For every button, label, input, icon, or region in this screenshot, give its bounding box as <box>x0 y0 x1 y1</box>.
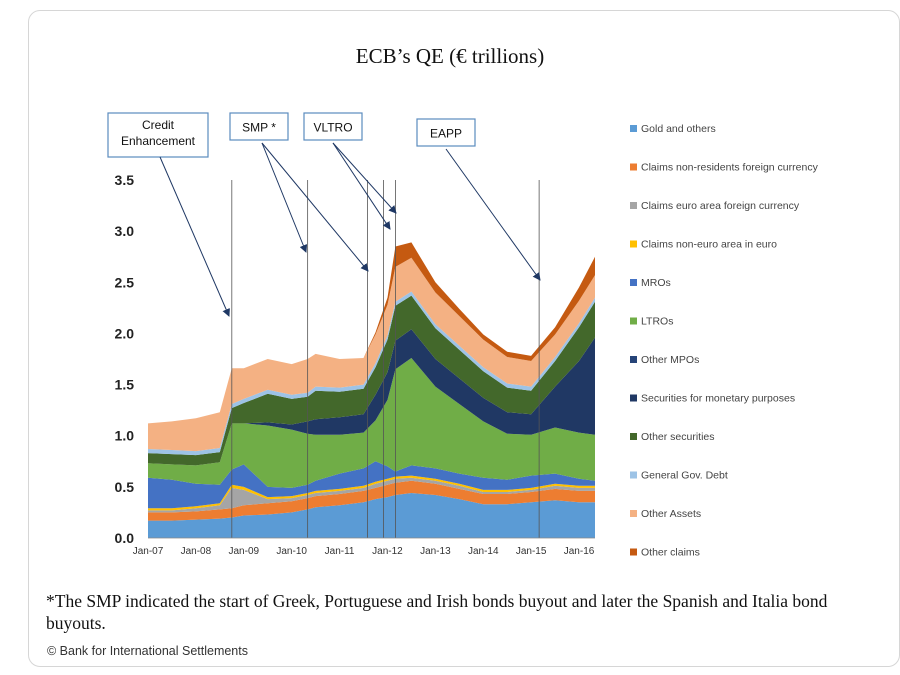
annotation-label: Enhancement <box>121 134 196 148</box>
legend-swatch <box>630 202 637 209</box>
series-area-1 <box>148 480 595 521</box>
legend-label: Other MPOs <box>641 354 699 366</box>
x-tick-label: Jan-16 <box>564 546 595 557</box>
footnote: *The SMP indicated the start of Greek, P… <box>46 591 828 633</box>
legend: Gold and others Claims non-residents fore… <box>630 123 819 559</box>
series-area-10 <box>148 257 595 452</box>
annotations: Credit Enhancement SMP * VLTRO EAPP <box>107 112 541 317</box>
annotation-label: Credit <box>142 118 175 132</box>
annotation-box <box>107 112 209 158</box>
annotation-arrow <box>261 142 369 272</box>
legend-swatch <box>630 317 637 325</box>
x-tick-label: Jan-07 <box>133 546 164 557</box>
series-area-9 <box>148 291 595 456</box>
legend-label: Securities for monetary purposes <box>641 393 795 405</box>
annotation-label: EAPP <box>430 127 462 141</box>
x-tick-label: Jan-15 <box>516 546 547 557</box>
x-tick-label: Jan-11 <box>325 546 355 557</box>
y-tick-label: 0.5 <box>115 479 135 495</box>
legend-label: Other Assets <box>641 508 701 520</box>
annotation-label: SMP * <box>242 121 276 135</box>
legend-label: Other claims <box>641 547 700 559</box>
legend-swatch <box>630 394 637 402</box>
legend-swatch <box>630 125 637 132</box>
legend-label: Claims euro area foreign currency <box>641 200 800 212</box>
annotation-arrow <box>159 156 230 317</box>
x-tick-label: Jan-09 <box>228 546 259 557</box>
legend-swatch <box>630 548 637 556</box>
series-area-4 <box>148 461 595 509</box>
event-lines <box>231 180 540 538</box>
y-tick-label: 0.0 <box>115 530 135 546</box>
annotation-box <box>229 112 289 141</box>
chart-title: ECB’s QE (€ trillions) <box>355 44 545 68</box>
legend-label: Claims non-residents foreign currency <box>641 162 819 174</box>
y-tick-label: 3.5 <box>115 172 135 188</box>
series-area-3 <box>148 475 595 511</box>
annotation-box <box>303 112 363 141</box>
legend-label: MROs <box>641 277 671 289</box>
x-tick-label: Jan-14 <box>468 546 499 557</box>
annotation-arrow <box>332 142 397 214</box>
y-tick-label: 1.5 <box>115 377 135 393</box>
legend-swatch <box>630 240 637 248</box>
credit: © Bank for International Settlements <box>47 644 248 658</box>
x-axis: Jan-07 Jan-08 Jan-09 Jan-10 Jan-11 Jan-12 Jan-… <box>133 546 595 557</box>
y-tick-label: 3.0 <box>115 223 135 239</box>
legend-label: General Gov. Debt <box>641 470 728 482</box>
annotation-label: VLTRO <box>313 121 352 135</box>
annotation-box <box>416 118 476 147</box>
x-tick-label: Jan-12 <box>372 546 403 557</box>
legend-label: Other securities <box>641 431 715 443</box>
y-tick-label: 2.5 <box>115 274 135 290</box>
y-tick-label: 2.0 <box>115 325 135 341</box>
legend-label: Gold and others <box>641 123 716 135</box>
legend-label: LTROs <box>641 316 673 328</box>
series-area-8 <box>148 295 595 466</box>
annotation-arrow <box>261 142 308 253</box>
legend-label: Claims non-euro area in euro <box>641 239 777 251</box>
legend-swatch <box>630 510 637 517</box>
legend-swatch <box>630 471 637 479</box>
legend-swatch <box>630 163 637 171</box>
y-tick-label: 1.0 <box>115 428 135 444</box>
y-axis: 0.0 0.5 1.0 1.5 2.0 2.5 3.0 3.5 <box>115 172 595 546</box>
legend-swatch <box>630 279 637 286</box>
x-tick-label: Jan-08 <box>181 546 212 557</box>
series-area-2 <box>148 477 595 513</box>
annotation-arrow <box>332 142 391 230</box>
chart-areas <box>148 242 595 538</box>
x-tick-label: Jan-13 <box>420 546 451 557</box>
series-area-0 <box>148 493 595 538</box>
legend-swatch <box>630 433 637 440</box>
x-tick-label: Jan-10 <box>276 546 307 557</box>
series-area-5 <box>148 358 595 488</box>
legend-swatch <box>630 356 637 363</box>
annotation-arrow <box>445 148 541 281</box>
